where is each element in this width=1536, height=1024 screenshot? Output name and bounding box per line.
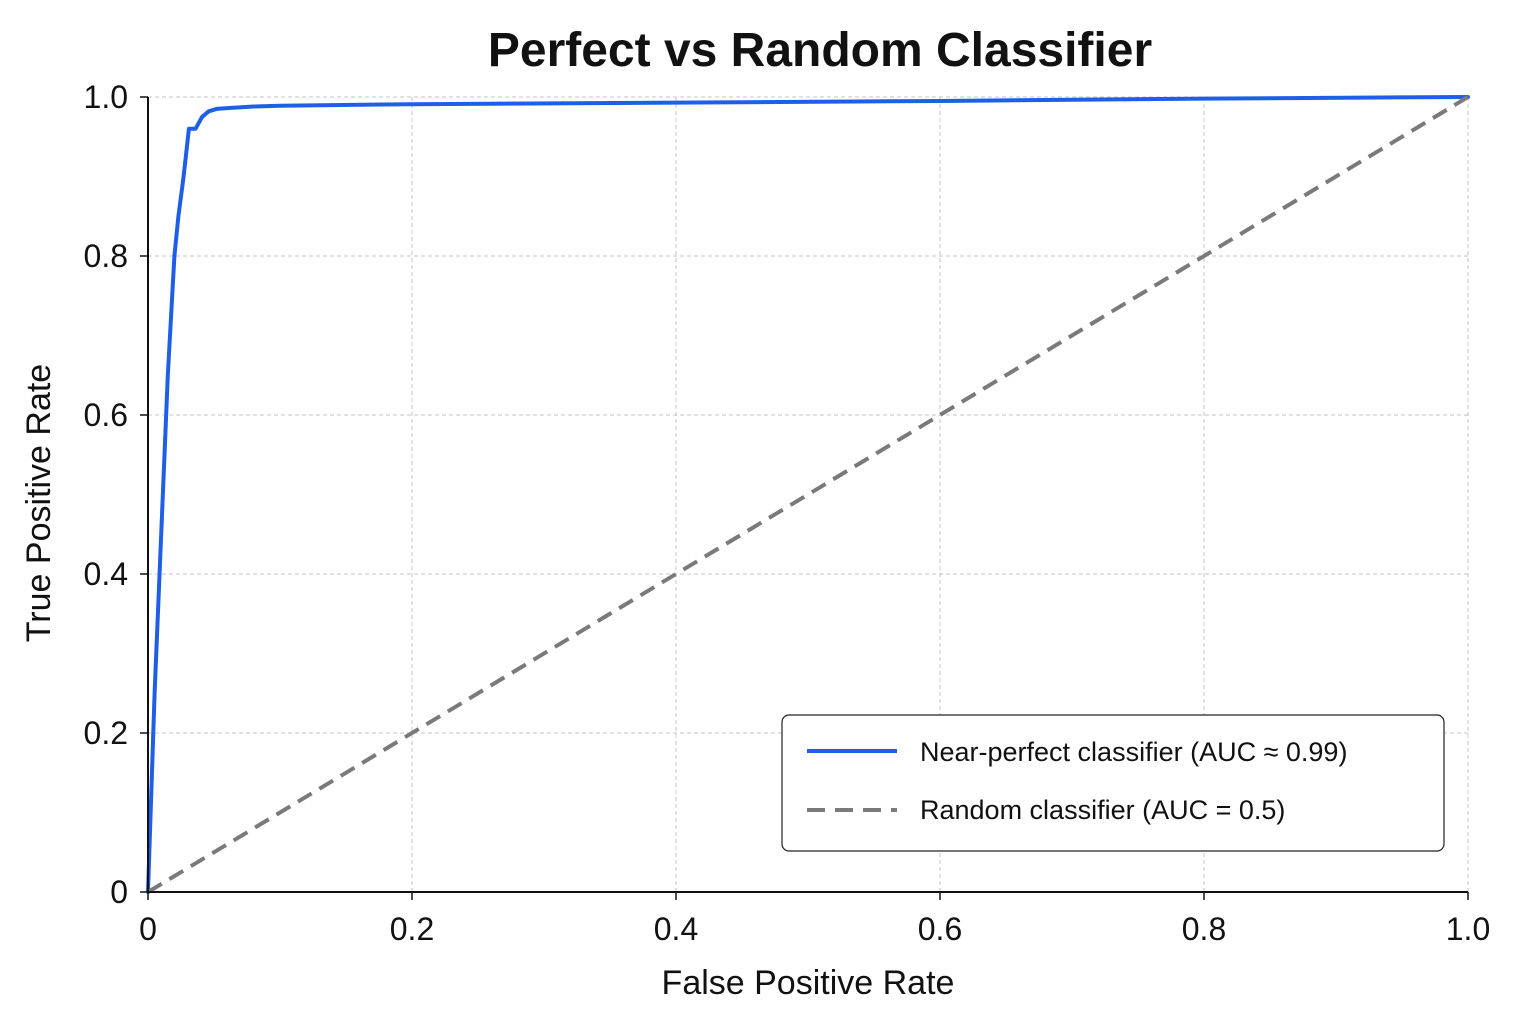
y-tick-label: 0.2 — [84, 715, 128, 751]
x-tick-label: 1.0 — [1446, 911, 1490, 947]
x-tick-label: 0 — [139, 911, 157, 947]
series-line-near-perfect — [146, 95, 1470, 894]
legend-box — [781, 714, 1445, 852]
x-axis-label: False Positive Rate — [662, 964, 955, 1002]
y-tick-label: 1.0 — [84, 79, 128, 115]
chart-title: Perfect vs Random Classifier — [488, 24, 1152, 77]
tick-labels: 0 0.2 0.4 0.6 0.8 1.0 0 0.2 0.4 0.6 0.8 1.0 — [84, 79, 1491, 947]
x-tick-label: 0.4 — [654, 911, 698, 947]
y-axis-label: True Positive Rate — [20, 364, 58, 642]
y-tick-label: 0.4 — [84, 556, 128, 592]
legend: Near-perfect classifier (AUC ≈ 0.99) Ran… — [781, 714, 1445, 852]
x-tick-label: 0.8 — [1182, 911, 1226, 947]
y-tick-label: 0.6 — [84, 397, 128, 433]
axes — [140, 96, 1469, 900]
x-tick-label: 0.6 — [918, 911, 962, 947]
legend-label-near-perfect: Near-perfect classifier (AUC ≈ 0.99) — [920, 737, 1347, 767]
legend-label-random: Random classifier (AUC = 0.5) — [920, 795, 1285, 825]
y-tick-label: 0.8 — [84, 238, 128, 274]
y-tick-label: 0 — [110, 874, 128, 910]
x-tick-label: 0.2 — [390, 911, 434, 947]
series-line-random — [146, 95, 1470, 894]
series-lines — [146, 95, 1470, 894]
